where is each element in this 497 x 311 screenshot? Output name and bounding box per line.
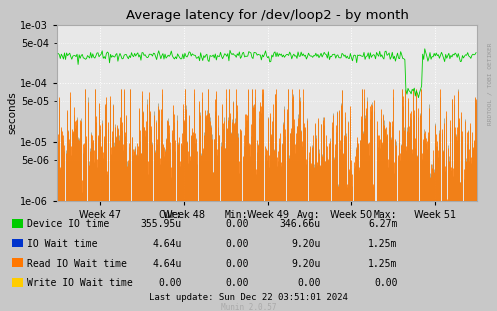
Text: IO Wait time: IO Wait time: [27, 239, 98, 249]
Text: 9.20u: 9.20u: [291, 239, 321, 249]
Text: 355.95u: 355.95u: [140, 219, 181, 230]
Text: 6.27m: 6.27m: [368, 219, 398, 230]
Text: 1.25m: 1.25m: [368, 239, 398, 249]
Text: Avg:: Avg:: [297, 210, 321, 220]
Text: Min:: Min:: [225, 210, 248, 220]
Text: Cur:: Cur:: [158, 210, 181, 220]
Text: 0.00: 0.00: [158, 278, 181, 288]
Text: Last update: Sun Dec 22 03:51:01 2024: Last update: Sun Dec 22 03:51:01 2024: [149, 294, 348, 302]
Text: Munin 2.0.57: Munin 2.0.57: [221, 304, 276, 311]
Text: Read IO Wait time: Read IO Wait time: [27, 258, 127, 269]
Text: 4.64u: 4.64u: [152, 239, 181, 249]
Text: 346.66u: 346.66u: [279, 219, 321, 230]
Text: 1.25m: 1.25m: [368, 258, 398, 269]
Text: 4.64u: 4.64u: [152, 258, 181, 269]
Text: 0.00: 0.00: [225, 239, 248, 249]
Text: 0.00: 0.00: [225, 278, 248, 288]
Text: Max:: Max:: [374, 210, 398, 220]
Text: Device IO time: Device IO time: [27, 219, 109, 230]
Title: Average latency for /dev/loop2 - by month: Average latency for /dev/loop2 - by mont…: [126, 9, 409, 22]
Y-axis label: seconds: seconds: [7, 91, 17, 134]
Text: Write IO Wait time: Write IO Wait time: [27, 278, 133, 288]
Text: 0.00: 0.00: [297, 278, 321, 288]
Text: 0.00: 0.00: [225, 219, 248, 230]
Text: 9.20u: 9.20u: [291, 258, 321, 269]
Text: 0.00: 0.00: [225, 258, 248, 269]
Text: RRDTOOL / TOBI OETIKER: RRDTOOL / TOBI OETIKER: [487, 43, 492, 125]
Text: 0.00: 0.00: [374, 278, 398, 288]
